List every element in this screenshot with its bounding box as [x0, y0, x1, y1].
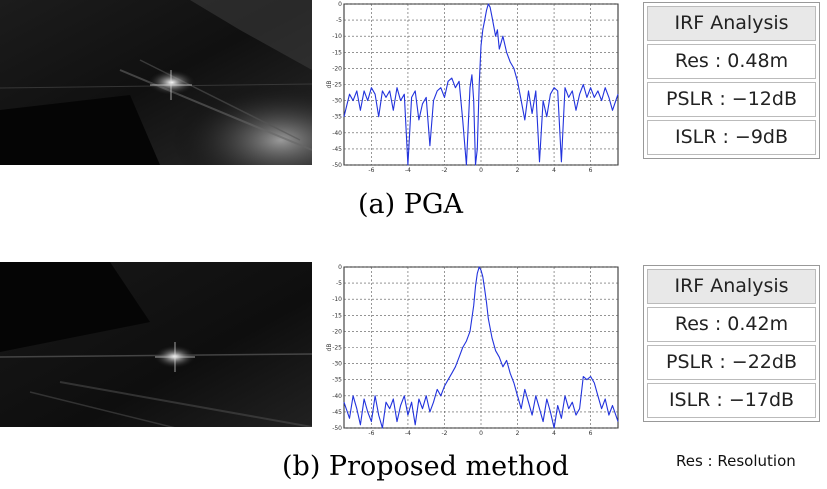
irf-series-line [343, 3, 619, 166]
irf-res: Res : 0.48m [647, 44, 816, 79]
x-tick-label: 2 [516, 430, 520, 437]
y-tick-label: 0 [338, 264, 342, 271]
y-tick-label: -25 [332, 345, 342, 352]
y-tick-label: 0 [338, 1, 342, 8]
y-tick-label: -45 [332, 146, 342, 153]
x-tick-label: 4 [552, 167, 556, 174]
x-tick-label: 0 [479, 167, 483, 174]
y-tick-label: -25 [332, 82, 342, 89]
y-tick-label: -40 [332, 393, 342, 400]
x-tick-label: 2 [516, 167, 520, 174]
y-tick-label: -10 [332, 33, 342, 40]
irf-res: Res : 0.42m [647, 307, 816, 342]
x-tick-label: 0 [479, 430, 483, 437]
y-tick-label: -50 [332, 162, 342, 169]
y-axis-label: dB [326, 81, 333, 89]
x-tick-label: -4 [405, 167, 411, 174]
y-tick-label: -10 [332, 296, 342, 303]
y-tick-label: -35 [332, 377, 342, 384]
y-tick-label: -20 [332, 328, 342, 335]
irf-pslr: PSLR : −22dB [647, 345, 816, 380]
x-tick-label: -4 [405, 430, 411, 437]
x-tick-label: 6 [589, 167, 593, 174]
y-tick-label: -5 [336, 280, 342, 287]
irf-islr: ISLR : −9dB [647, 120, 816, 155]
y-tick-label: -30 [332, 361, 342, 368]
irf-plot-pga: -6 -4 -2 0 2 4 6 0 -5 -10 -15 -20 -25 -30 -35 -40 -45 -50… [326, 0, 620, 174]
y-tick-label: -30 [332, 98, 342, 105]
y-tick-label: -15 [332, 49, 342, 56]
x-tick-label: 6 [589, 430, 593, 437]
y-tick-label: -15 [332, 312, 342, 319]
x-tick-label: 4 [552, 430, 556, 437]
y-tick-label: -45 [332, 409, 342, 416]
x-tick-label: -2 [441, 430, 447, 437]
resolution-footnote: Res : Resolution [676, 452, 796, 470]
y-tick-label: -5 [336, 17, 342, 24]
y-tick-label: -35 [332, 114, 342, 121]
sar-image-pga [0, 0, 312, 165]
irf-header: IRF Analysis [647, 6, 816, 41]
x-tick-label: -6 [368, 167, 374, 174]
irf-analysis-panel-a: IRF Analysis Res : 0.48m PSLR : −12dB IS… [643, 2, 820, 159]
caption-proposed: (b) Proposed method [282, 451, 569, 482]
y-axis-label: dB [326, 344, 333, 352]
irf-plot-proposed: -6 -4 -2 0 2 4 6 0 -5 -10 -15 -20 -25 -30 -35 -40 -45 -50… [326, 263, 620, 437]
y-tick-label: -50 [332, 425, 342, 432]
x-tick-label: -6 [368, 430, 374, 437]
caption-pga: (a) PGA [358, 189, 463, 220]
sar-image-proposed [0, 262, 312, 427]
y-tick-label: -40 [332, 130, 342, 137]
irf-header: IRF Analysis [647, 269, 816, 304]
irf-islr: ISLR : −17dB [647, 383, 816, 418]
x-tick-label: -2 [441, 167, 447, 174]
y-tick-label: -20 [332, 65, 342, 72]
irf-series-line [343, 266, 619, 429]
irf-analysis-panel-b: IRF Analysis Res : 0.42m PSLR : −22dB IS… [643, 265, 820, 422]
irf-pslr: PSLR : −12dB [647, 82, 816, 117]
